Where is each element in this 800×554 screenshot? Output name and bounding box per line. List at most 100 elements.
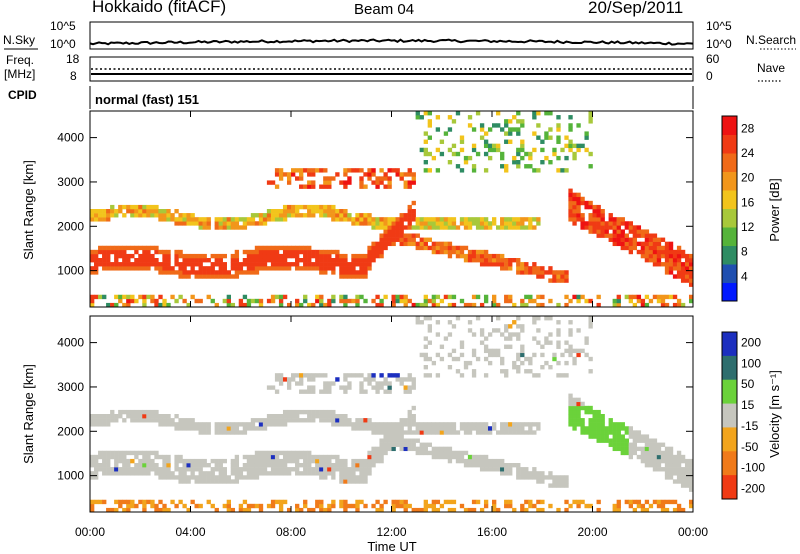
power-cell (150, 294, 155, 300)
power-cell (660, 298, 666, 304)
velocity-cell (504, 463, 509, 468)
velocity-cell (138, 499, 143, 505)
velocity-cell (234, 422, 240, 427)
velocity-cell (210, 479, 215, 484)
power-cell (672, 274, 678, 279)
velocity-cell (315, 499, 320, 505)
velocity-cell (254, 426, 260, 431)
power-cell (142, 258, 147, 263)
power-cell (644, 294, 650, 300)
power-cell (359, 262, 364, 267)
velocity-cell (90, 454, 95, 460)
velocity-cell (524, 369, 529, 374)
velocity-cell (371, 454, 376, 460)
power-cell (118, 245, 123, 251)
velocity-cell (154, 450, 159, 456)
velocity-cell (660, 458, 666, 464)
velocity-cell (230, 471, 236, 476)
velocity-cell (323, 385, 328, 390)
velocity-cell (174, 426, 179, 431)
velocity-cell (363, 418, 368, 423)
velocity-cell (644, 438, 650, 443)
velocity-cell (146, 467, 151, 472)
power-cell (532, 298, 537, 304)
velocity-cell (435, 373, 441, 378)
power-cell (122, 262, 127, 267)
velocity-cell (94, 422, 99, 427)
power-cell (359, 168, 364, 173)
velocity-cell (106, 422, 111, 427)
velocity-cell (391, 430, 396, 435)
power-cell (467, 253, 473, 259)
velocity-cell (512, 507, 517, 513)
power-cell (540, 270, 545, 275)
velocity-cell (307, 454, 312, 460)
velocity-cell (162, 503, 167, 509)
power-cell (206, 225, 211, 230)
velocity-cell (182, 418, 187, 423)
velocity-cell (355, 467, 360, 472)
power-cell (307, 184, 312, 189)
power-cell (178, 217, 183, 222)
velocity-cell (379, 385, 384, 390)
velocity-cell (102, 418, 107, 423)
velocity-cell (254, 418, 260, 423)
power-cell (387, 176, 392, 181)
velocity-cell (282, 458, 288, 464)
velocity-cell (463, 458, 469, 464)
power-cell (286, 245, 292, 251)
velocity-cell (383, 377, 388, 382)
power-cell (270, 266, 276, 271)
power-cell (323, 266, 328, 271)
power-cell (154, 298, 159, 304)
velocity-cell (238, 475, 244, 480)
power-cell (315, 294, 320, 300)
power-cell (668, 258, 674, 263)
velocity-cell (540, 499, 545, 505)
velocity-cell (451, 422, 457, 427)
power-cell (395, 172, 400, 177)
power-cell (475, 151, 481, 157)
power-cell (500, 155, 505, 161)
power-cell (447, 221, 453, 226)
nave-tick-top: 60 (706, 52, 720, 66)
velocity-cell (652, 454, 658, 460)
power-cell (335, 262, 340, 267)
power-cell (367, 172, 372, 177)
velocity-cell (186, 426, 191, 431)
velocity-cell (520, 422, 525, 427)
velocity-cell (102, 458, 107, 464)
velocity-cell (415, 430, 420, 435)
velocity-cell (516, 316, 521, 321)
velocity-cell (540, 365, 545, 370)
velocity-heatmap (90, 316, 694, 513)
nsky-label: N.Sky (3, 33, 35, 47)
power-cell (246, 262, 252, 267)
velocity-cell (90, 503, 95, 509)
velocity-cell (383, 442, 388, 447)
power-cell (632, 241, 638, 247)
power-cell (311, 249, 316, 255)
velocity-cell (411, 377, 416, 382)
power-cell (102, 209, 107, 214)
power-cell (588, 225, 593, 230)
power-cell (114, 266, 119, 271)
power-cell (266, 209, 272, 214)
power-cell (556, 278, 561, 283)
power-cell (419, 217, 424, 222)
velocity-cell (560, 483, 565, 488)
velocity-cell (282, 414, 288, 419)
velocity-cell (230, 479, 236, 484)
velocity-cell (403, 422, 408, 427)
velocity-cell (315, 414, 320, 419)
power-cell (496, 111, 501, 116)
velocity-cell (134, 503, 139, 509)
velocity-cell (130, 467, 135, 472)
velocity-cell (347, 503, 352, 509)
power-cell (351, 262, 356, 267)
power-cell (210, 298, 215, 304)
power-cell (688, 253, 694, 259)
power-cell (483, 262, 489, 267)
velocity-cell (218, 430, 223, 435)
velocity-cell (447, 352, 453, 358)
